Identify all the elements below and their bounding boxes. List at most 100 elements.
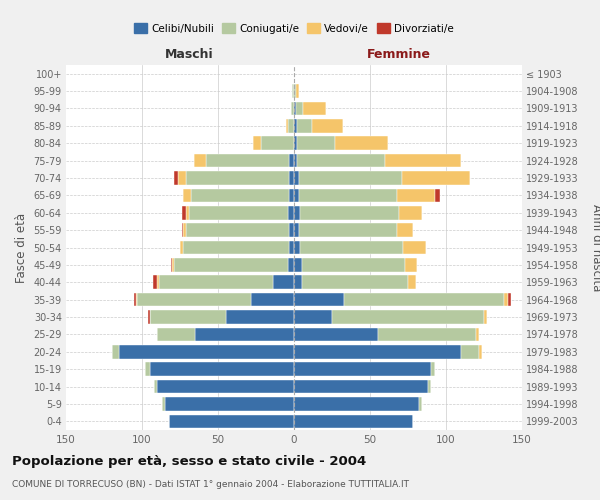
Bar [312, 119, 343, 132]
Bar [183, 224, 186, 237]
Bar [299, 188, 397, 202]
Bar [289, 188, 294, 202]
Bar [112, 345, 119, 358]
Bar [461, 345, 479, 358]
Bar [504, 293, 508, 306]
Bar [402, 171, 470, 185]
Bar [183, 188, 191, 202]
Bar [299, 171, 402, 185]
Bar [484, 310, 487, 324]
Bar [294, 240, 300, 254]
Y-axis label: Anni di nascita: Anni di nascita [590, 204, 600, 291]
Bar [148, 310, 149, 324]
Bar [149, 362, 294, 376]
Bar [428, 380, 431, 394]
Bar [165, 397, 294, 410]
Bar [136, 293, 137, 306]
Bar [154, 380, 157, 394]
Bar [149, 310, 226, 324]
Bar [419, 397, 422, 410]
Bar [294, 328, 377, 341]
Bar [303, 102, 326, 115]
Bar [296, 102, 303, 115]
Bar [508, 293, 511, 306]
Bar [294, 102, 296, 115]
Bar [294, 362, 431, 376]
Bar [332, 310, 484, 324]
Bar [294, 310, 332, 324]
Bar [186, 224, 289, 237]
Bar [431, 362, 436, 376]
Bar [182, 224, 183, 237]
Bar [296, 84, 299, 98]
Bar [206, 154, 289, 168]
Bar [273, 276, 294, 289]
Bar [294, 414, 413, 428]
Bar [294, 224, 299, 237]
Bar [289, 171, 294, 185]
Bar [189, 206, 288, 220]
Bar [137, 293, 251, 306]
Bar [294, 276, 302, 289]
Bar [191, 188, 289, 202]
Bar [174, 258, 288, 272]
Text: Maschi: Maschi [165, 48, 214, 62]
Bar [183, 240, 289, 254]
Bar [294, 397, 419, 410]
Bar [145, 362, 149, 376]
Bar [226, 310, 294, 324]
Bar [344, 293, 504, 306]
Bar [377, 328, 476, 341]
Bar [300, 240, 403, 254]
Bar [294, 345, 461, 358]
Bar [157, 328, 195, 341]
Bar [335, 136, 388, 150]
Bar [302, 276, 408, 289]
Bar [119, 345, 294, 358]
Bar [403, 240, 426, 254]
Bar [178, 171, 186, 185]
Bar [253, 136, 260, 150]
Bar [385, 154, 461, 168]
Bar [297, 136, 335, 150]
Bar [174, 171, 178, 185]
Bar [294, 136, 297, 150]
Bar [294, 293, 344, 306]
Bar [291, 102, 294, 115]
Bar [397, 188, 436, 202]
Bar [152, 276, 157, 289]
Bar [294, 258, 302, 272]
Bar [251, 293, 294, 306]
Bar [294, 171, 299, 185]
Bar [302, 258, 405, 272]
Bar [172, 258, 174, 272]
Bar [294, 84, 296, 98]
Bar [194, 154, 206, 168]
Bar [169, 414, 294, 428]
Bar [171, 258, 172, 272]
Bar [288, 258, 294, 272]
Text: COMUNE DI TORRECUSO (BN) - Dati ISTAT 1° gennaio 2004 - Elaborazione TUTTITALIA.: COMUNE DI TORRECUSO (BN) - Dati ISTAT 1°… [12, 480, 409, 489]
Bar [289, 240, 294, 254]
Bar [288, 119, 294, 132]
Bar [182, 206, 186, 220]
Bar [436, 188, 440, 202]
Bar [294, 119, 297, 132]
Bar [300, 206, 399, 220]
Bar [186, 206, 189, 220]
Bar [294, 380, 428, 394]
Bar [162, 397, 165, 410]
Bar [134, 293, 136, 306]
Text: Femmine: Femmine [367, 48, 431, 62]
Legend: Celibi/Nubili, Coniugati/e, Vedovi/e, Divorziati/e: Celibi/Nubili, Coniugati/e, Vedovi/e, Di… [130, 19, 458, 38]
Bar [186, 171, 289, 185]
Bar [294, 206, 300, 220]
Bar [408, 276, 416, 289]
Bar [157, 276, 159, 289]
Bar [288, 206, 294, 220]
Bar [159, 276, 273, 289]
Bar [195, 328, 294, 341]
Bar [405, 258, 417, 272]
Bar [157, 380, 294, 394]
Bar [299, 224, 397, 237]
